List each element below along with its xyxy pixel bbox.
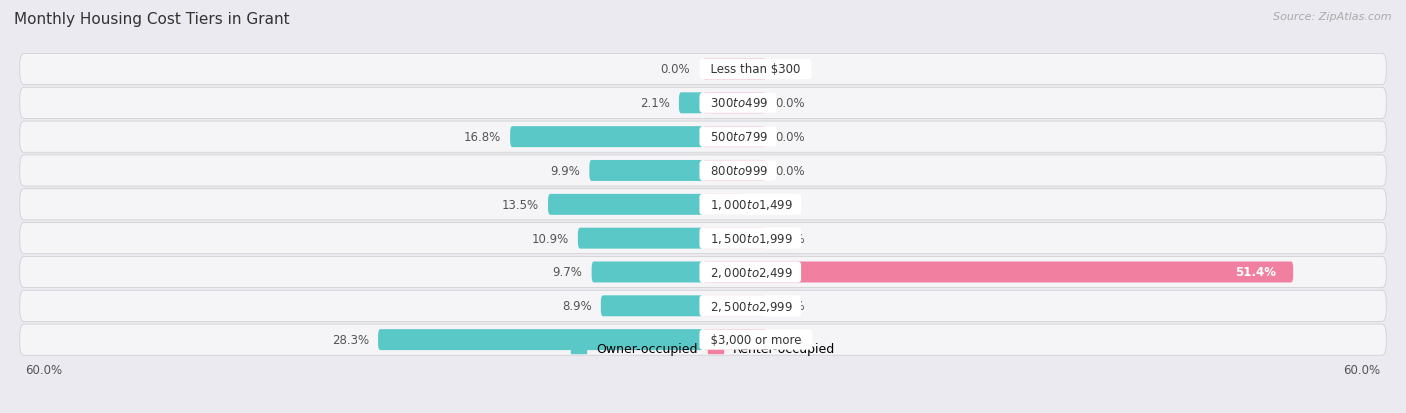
FancyBboxPatch shape [703, 93, 766, 114]
FancyBboxPatch shape [703, 127, 766, 148]
FancyBboxPatch shape [703, 296, 766, 316]
FancyBboxPatch shape [592, 262, 703, 283]
FancyBboxPatch shape [510, 127, 703, 148]
Text: Monthly Housing Cost Tiers in Grant: Monthly Housing Cost Tiers in Grant [14, 12, 290, 27]
Text: 0.0%: 0.0% [775, 299, 806, 313]
Text: 0.0%: 0.0% [775, 131, 806, 144]
FancyBboxPatch shape [703, 161, 766, 182]
Text: 51.4%: 51.4% [1234, 266, 1277, 279]
Legend: Owner-occupied, Renter-occupied: Owner-occupied, Renter-occupied [567, 337, 839, 361]
FancyBboxPatch shape [703, 329, 766, 350]
FancyBboxPatch shape [703, 262, 1294, 283]
Text: 3.6%: 3.6% [754, 198, 783, 211]
FancyBboxPatch shape [703, 59, 766, 80]
FancyBboxPatch shape [20, 290, 1386, 322]
FancyBboxPatch shape [600, 296, 703, 316]
Text: 0.0%: 0.0% [775, 63, 806, 76]
Text: 8.9%: 8.9% [562, 299, 592, 313]
Text: $300 to $499: $300 to $499 [703, 97, 773, 110]
FancyBboxPatch shape [378, 329, 703, 350]
Text: 10.9%: 10.9% [531, 232, 568, 245]
FancyBboxPatch shape [589, 161, 703, 182]
FancyBboxPatch shape [578, 228, 703, 249]
FancyBboxPatch shape [20, 54, 1386, 85]
Text: Source: ZipAtlas.com: Source: ZipAtlas.com [1274, 12, 1392, 22]
Text: $2,500 to $2,999: $2,500 to $2,999 [703, 299, 797, 313]
Text: 0.0%: 0.0% [775, 97, 806, 110]
Text: $500 to $799: $500 to $799 [703, 131, 773, 144]
Text: $1,500 to $1,999: $1,500 to $1,999 [703, 232, 797, 246]
FancyBboxPatch shape [20, 88, 1386, 119]
FancyBboxPatch shape [20, 189, 1386, 221]
Text: Less than $300: Less than $300 [703, 63, 808, 76]
Text: 16.8%: 16.8% [464, 131, 501, 144]
Text: 0.0%: 0.0% [775, 232, 806, 245]
Text: 0.0%: 0.0% [775, 164, 806, 178]
Text: 2.1%: 2.1% [640, 97, 669, 110]
FancyBboxPatch shape [20, 324, 1386, 355]
FancyBboxPatch shape [20, 122, 1386, 153]
Text: $1,000 to $1,499: $1,000 to $1,499 [703, 198, 797, 212]
Text: 28.3%: 28.3% [332, 333, 368, 346]
FancyBboxPatch shape [20, 156, 1386, 187]
Text: 60.0%: 60.0% [1343, 363, 1381, 376]
FancyBboxPatch shape [703, 228, 766, 249]
Text: $3,000 or more: $3,000 or more [703, 333, 808, 346]
Text: 9.7%: 9.7% [553, 266, 582, 279]
FancyBboxPatch shape [20, 257, 1386, 288]
FancyBboxPatch shape [20, 223, 1386, 254]
Text: $800 to $999: $800 to $999 [703, 164, 773, 178]
Text: 0.0%: 0.0% [775, 333, 806, 346]
Text: 0.0%: 0.0% [661, 63, 690, 76]
FancyBboxPatch shape [679, 93, 703, 114]
Text: 9.9%: 9.9% [550, 164, 581, 178]
FancyBboxPatch shape [548, 195, 703, 215]
Text: 60.0%: 60.0% [25, 363, 63, 376]
Text: $2,000 to $2,499: $2,000 to $2,499 [703, 265, 797, 279]
Text: 13.5%: 13.5% [502, 198, 538, 211]
FancyBboxPatch shape [703, 195, 744, 215]
